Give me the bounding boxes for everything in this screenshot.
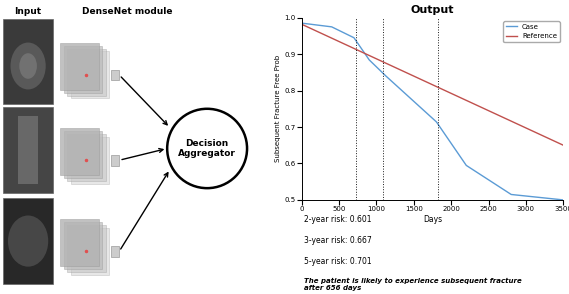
- Y-axis label: Subsequent Fracture Free Prob: Subsequent Fracture Free Prob: [275, 55, 281, 162]
- Text: The patient is likely to experience subsequent fracture
after 656 days: The patient is likely to experience subs…: [304, 278, 522, 291]
- Bar: [68, 134, 106, 181]
- Bar: [71, 228, 109, 275]
- Line: Reference: Reference: [302, 24, 563, 145]
- Bar: [60, 219, 99, 266]
- Bar: [60, 128, 99, 175]
- Bar: [71, 137, 109, 184]
- Reference: [418, 78, 425, 82]
- Text: 5-year risk: 0.701: 5-year risk: 0.701: [304, 257, 372, 266]
- Bar: [111, 155, 119, 166]
- Text: Input: Input: [15, 7, 42, 16]
- Reference: [560, 143, 567, 147]
- Ellipse shape: [10, 43, 46, 89]
- Case: [418, 107, 425, 110]
- Reference: [504, 118, 511, 121]
- Case: [504, 191, 511, 194]
- Reference: [298, 22, 305, 26]
- X-axis label: Days: Days: [423, 215, 442, 224]
- Case: [552, 197, 559, 201]
- Bar: [3, 19, 53, 104]
- Ellipse shape: [19, 53, 37, 79]
- Case: [311, 23, 318, 26]
- Bar: [68, 225, 106, 272]
- Ellipse shape: [8, 216, 48, 267]
- Bar: [18, 116, 38, 184]
- Text: Decision
Aggregator: Decision Aggregator: [178, 139, 236, 158]
- Bar: [64, 131, 102, 178]
- Bar: [111, 246, 119, 257]
- Reference: [311, 29, 318, 32]
- Case: [426, 113, 432, 117]
- Case: [560, 198, 567, 202]
- Reference: [426, 81, 432, 85]
- Bar: [60, 43, 99, 90]
- Bar: [64, 46, 102, 93]
- Circle shape: [167, 109, 247, 188]
- Line: Case: Case: [302, 23, 563, 200]
- Reference: [552, 140, 559, 143]
- Text: 2-year risk: 0.601: 2-year risk: 0.601: [304, 215, 372, 224]
- Bar: [111, 70, 119, 80]
- Bar: [3, 198, 53, 284]
- Legend: Case, Reference: Case, Reference: [504, 21, 560, 42]
- Bar: [68, 49, 106, 96]
- Case: [298, 21, 305, 25]
- Text: 3-year risk: 0.667: 3-year risk: 0.667: [304, 236, 372, 245]
- Bar: [3, 107, 53, 193]
- Text: DenseNet module: DenseNet module: [82, 7, 172, 16]
- Bar: [64, 222, 102, 269]
- Reference: [552, 140, 559, 143]
- Title: Output: Output: [411, 6, 454, 16]
- Case: [552, 197, 559, 201]
- Bar: [71, 51, 109, 98]
